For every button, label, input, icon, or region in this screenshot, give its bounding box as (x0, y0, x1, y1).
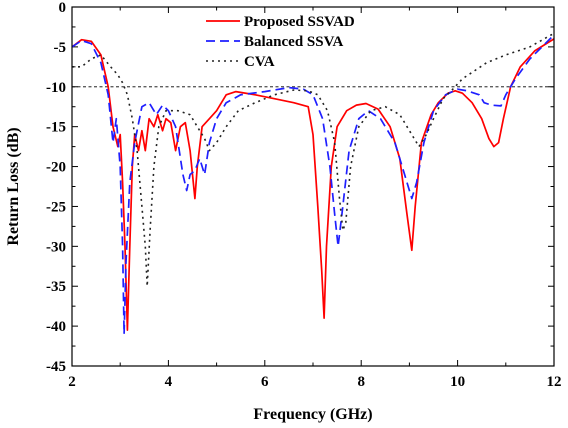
legend-label: CVA (244, 54, 275, 70)
legend: Proposed SSVAD Balanced SSVA CVA (206, 14, 355, 70)
y-tick-label: -20 (46, 160, 66, 176)
x-axis-title: Frequency (GHz) (253, 406, 372, 423)
x-tick-label: 12 (547, 374, 562, 390)
y-tick-label: -5 (54, 40, 67, 56)
series-line-cva (72, 32, 555, 287)
series-line-balanced-ssva (71, 34, 555, 335)
y-axis-title: Return Loss (dB) (5, 127, 22, 245)
x-tick-label: 2 (68, 374, 76, 390)
x-tick-label: 4 (165, 374, 173, 390)
y-tick-label: -25 (46, 199, 66, 215)
plot-frame (71, 6, 555, 367)
series-line-proposed-ssvad (71, 38, 555, 331)
x-tick-label: 8 (357, 374, 365, 390)
x-tick-labels: 2 4 6 8 10 12 (68, 374, 561, 390)
y-tick-label: -10 (46, 80, 66, 96)
x-tick-label: 10 (450, 374, 465, 390)
y-tick-label: -35 (46, 279, 66, 295)
tick-marks (71, 6, 555, 367)
y-tick-labels: 0 -5 -10 -15 -20 -25 -30 -35 -40 -45 (46, 0, 66, 375)
series-layer (71, 32, 555, 335)
x-tick-label: 6 (261, 374, 269, 390)
y-tick-label: 0 (59, 0, 67, 16)
y-tick-label: -45 (46, 359, 66, 375)
y-tick-label: -40 (46, 319, 66, 335)
legend-label: Proposed SSVAD (244, 14, 355, 30)
y-tick-label: -30 (46, 239, 66, 255)
y-tick-label: -15 (46, 120, 66, 136)
legend-label: Balanced SSVA (244, 34, 344, 50)
